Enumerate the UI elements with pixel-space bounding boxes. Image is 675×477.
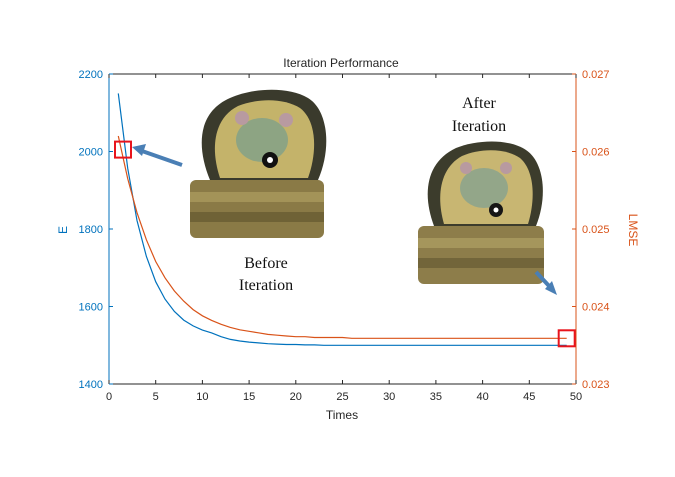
x-tick-label: 25 <box>336 391 348 403</box>
series-line-e <box>117 93 567 346</box>
after-annotation-line-1: After <box>462 95 496 112</box>
left-tick-label: 2000 <box>79 147 103 159</box>
x-tick-label: 45 <box>523 391 535 403</box>
before-annotation-line-2: Iteration <box>239 277 293 294</box>
x-tick-label: 20 <box>290 391 302 403</box>
image-band <box>418 258 544 268</box>
image-base <box>190 180 324 238</box>
highlight-box-end <box>557 329 576 348</box>
x-axis-ticks: 0 5 10 15 20 25 30 35 40 45 50 <box>106 74 582 403</box>
x-tick-label: 10 <box>196 391 208 403</box>
image-band <box>190 192 324 202</box>
left-axis-label: E <box>56 226 70 234</box>
x-tick-label: 50 <box>570 391 582 403</box>
image-base <box>418 226 544 284</box>
image-flower-center <box>267 157 273 163</box>
right-tick-label: 0.025 <box>582 224 610 236</box>
before-iteration-image <box>190 89 327 238</box>
chart-title: Iteration Performance <box>283 56 399 70</box>
before-arrow-head <box>132 144 146 156</box>
before-annotation-line-1: Before <box>244 255 288 272</box>
after-iteration-image <box>418 141 544 284</box>
before-arrow <box>141 149 183 167</box>
image-pattern <box>236 118 288 162</box>
image-band <box>190 212 324 222</box>
right-axis-ticks: 0.023 0.024 0.025 0.026 0.027 <box>572 69 610 391</box>
x-tick-label: 0 <box>106 391 112 403</box>
image-flower <box>460 162 472 174</box>
x-axis-label: Times <box>326 408 358 422</box>
x-tick-label: 5 <box>153 391 159 403</box>
image-flower <box>235 111 249 125</box>
image-pattern <box>460 168 508 208</box>
left-tick-label: 2200 <box>79 69 103 81</box>
after-arrow <box>534 270 552 289</box>
series-line-lmse <box>117 135 567 339</box>
after-annotation-line-2: Iteration <box>452 118 506 135</box>
left-axis-ticks: 1400 1600 1800 2000 2200 <box>79 69 113 391</box>
image-flower <box>279 113 293 127</box>
left-tick-label: 1600 <box>79 302 103 314</box>
x-tick-label: 30 <box>383 391 395 403</box>
left-tick-label: 1800 <box>79 224 103 236</box>
left-tick-label: 1400 <box>79 379 103 391</box>
x-tick-label: 35 <box>430 391 442 403</box>
image-band <box>418 238 544 248</box>
after-arrow-head <box>545 281 557 295</box>
right-tick-label: 0.026 <box>582 147 610 159</box>
right-tick-label: 0.024 <box>582 302 610 314</box>
right-tick-label: 0.027 <box>582 69 610 81</box>
image-flower-center <box>493 207 499 213</box>
right-axis-label: LMSE <box>626 214 640 247</box>
highlight-box-start <box>114 140 132 159</box>
x-tick-label: 15 <box>243 391 255 403</box>
right-tick-label: 0.023 <box>582 379 610 391</box>
x-tick-label: 40 <box>476 391 488 403</box>
image-flower <box>500 162 512 174</box>
